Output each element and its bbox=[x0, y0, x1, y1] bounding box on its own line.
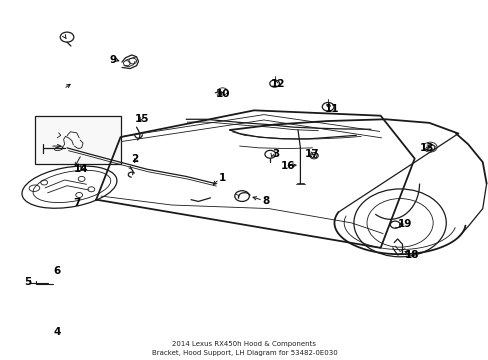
Bar bbox=[35, 116, 120, 164]
Text: 10: 10 bbox=[215, 89, 229, 99]
Text: 19: 19 bbox=[397, 219, 411, 229]
Text: 9: 9 bbox=[109, 55, 117, 65]
Text: 14: 14 bbox=[74, 164, 89, 174]
Text: 13: 13 bbox=[419, 143, 433, 153]
Text: 2014 Lexus RX450h Hood & Components
Bracket, Hood Support, LH Diagram for 53482-: 2014 Lexus RX450h Hood & Components Brac… bbox=[151, 341, 337, 356]
Text: 15: 15 bbox=[135, 114, 149, 124]
Text: 12: 12 bbox=[271, 78, 285, 89]
Text: 7: 7 bbox=[73, 198, 81, 208]
Text: 8: 8 bbox=[262, 197, 269, 206]
Text: 1: 1 bbox=[219, 173, 226, 183]
Text: 18: 18 bbox=[404, 250, 419, 260]
Text: 16: 16 bbox=[281, 161, 295, 171]
Text: 4: 4 bbox=[54, 327, 61, 337]
Ellipse shape bbox=[22, 166, 117, 208]
Text: 2: 2 bbox=[131, 154, 139, 164]
Text: 5: 5 bbox=[24, 277, 32, 287]
Text: 3: 3 bbox=[272, 149, 279, 159]
Text: 17: 17 bbox=[305, 149, 319, 159]
Text: 6: 6 bbox=[54, 266, 61, 276]
Text: 11: 11 bbox=[324, 104, 339, 113]
